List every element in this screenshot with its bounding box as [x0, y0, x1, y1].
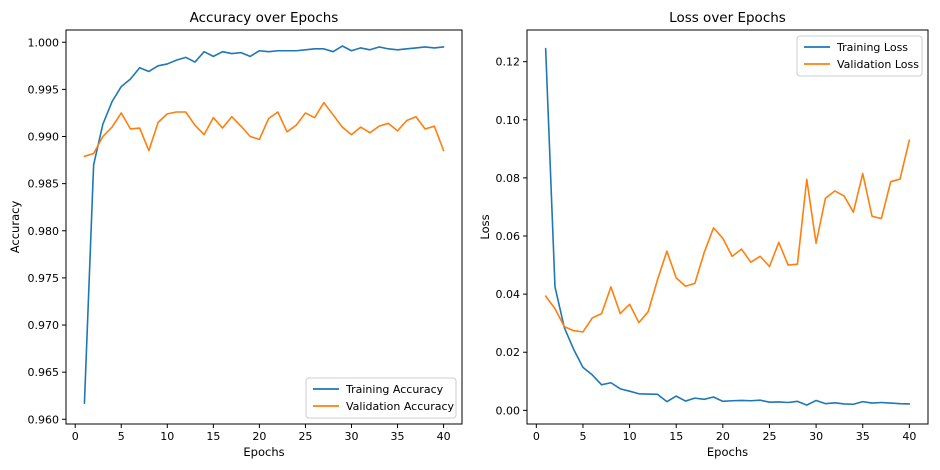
x-tick-label: 25 — [762, 430, 776, 443]
plot-frame — [526, 29, 929, 425]
x-tick-label: 40 — [437, 430, 451, 443]
legend-label: Validation Loss — [837, 58, 919, 71]
series-line-validation-loss — [544, 139, 911, 333]
y-tick-label: 0.12 — [496, 56, 521, 69]
x-axis-label: Epochs — [243, 445, 284, 459]
x-tick-label: 10 — [160, 430, 174, 443]
plot-frame — [65, 29, 463, 425]
series-line-training-loss — [544, 47, 911, 406]
y-axis-label: Accuracy — [8, 201, 22, 254]
chart-title: Loss over Epochs — [669, 10, 786, 26]
series-line-validation-accuracy — [83, 101, 445, 158]
y-tick-label: 0.995 — [28, 83, 60, 96]
y-tick-label: 0.990 — [28, 131, 60, 144]
x-tick-label: 20 — [716, 430, 730, 443]
x-tick-label: 30 — [344, 430, 358, 443]
legend: Training Loss Validation Loss — [796, 35, 923, 77]
x-tick-label: 5 — [579, 430, 586, 443]
y-tick-label: 1.000 — [28, 36, 60, 49]
y-tick-label: 0.970 — [28, 319, 60, 332]
x-axis-label: Epochs — [707, 445, 748, 459]
x-tick-label: 5 — [118, 430, 125, 443]
x-tick-label: 10 — [623, 430, 637, 443]
x-tick-label: 35 — [856, 430, 870, 443]
x-tick-label: 15 — [669, 430, 683, 443]
y-tick-label: 0.06 — [496, 230, 521, 243]
x-tick-label: 0 — [533, 430, 540, 443]
legend: Training Accuracy Validation Accuracy — [305, 377, 457, 419]
y-tick-label: 0.08 — [496, 172, 521, 185]
y-tick-label: 0.960 — [28, 413, 60, 426]
accuracy-chart: Accuracy over Epochs 0 5 10 15 20 25 30 35 40 0.96… — [8, 10, 463, 459]
y-tick-label: 0.02 — [496, 346, 521, 359]
y-tick-label: 0.980 — [28, 225, 60, 238]
series-line-training-accuracy — [83, 45, 445, 405]
y-tick-label: 0.975 — [28, 272, 60, 285]
x-tick-label: 15 — [206, 430, 220, 443]
legend-box — [305, 377, 457, 419]
x-tick-label: 0 — [72, 430, 79, 443]
y-tick-label: 0.00 — [496, 404, 521, 417]
x-tick-label: 30 — [809, 430, 823, 443]
x-tick-label: 25 — [298, 430, 312, 443]
legend-box — [796, 35, 923, 77]
legend-label: Validation Accuracy — [346, 400, 455, 413]
x-tick-label: 40 — [902, 430, 916, 443]
x-tick-label: 20 — [252, 430, 266, 443]
y-tick-label: 0.04 — [496, 288, 521, 301]
y-tick-label: 0.10 — [496, 114, 521, 127]
loss-chart: Loss over Epochs 0 5 10 15 20 25 30 35 40 0.00 0.02… — [478, 10, 929, 459]
y-tick-label: 0.965 — [28, 366, 60, 379]
x-tick-label: 35 — [391, 430, 405, 443]
y-axis-label: Loss — [478, 214, 492, 239]
y-tick-label: 0.985 — [28, 178, 60, 191]
chart-title: Accuracy over Epochs — [190, 10, 339, 26]
legend-label: Training Accuracy — [345, 383, 444, 396]
legend-label: Training Loss — [836, 41, 908, 54]
